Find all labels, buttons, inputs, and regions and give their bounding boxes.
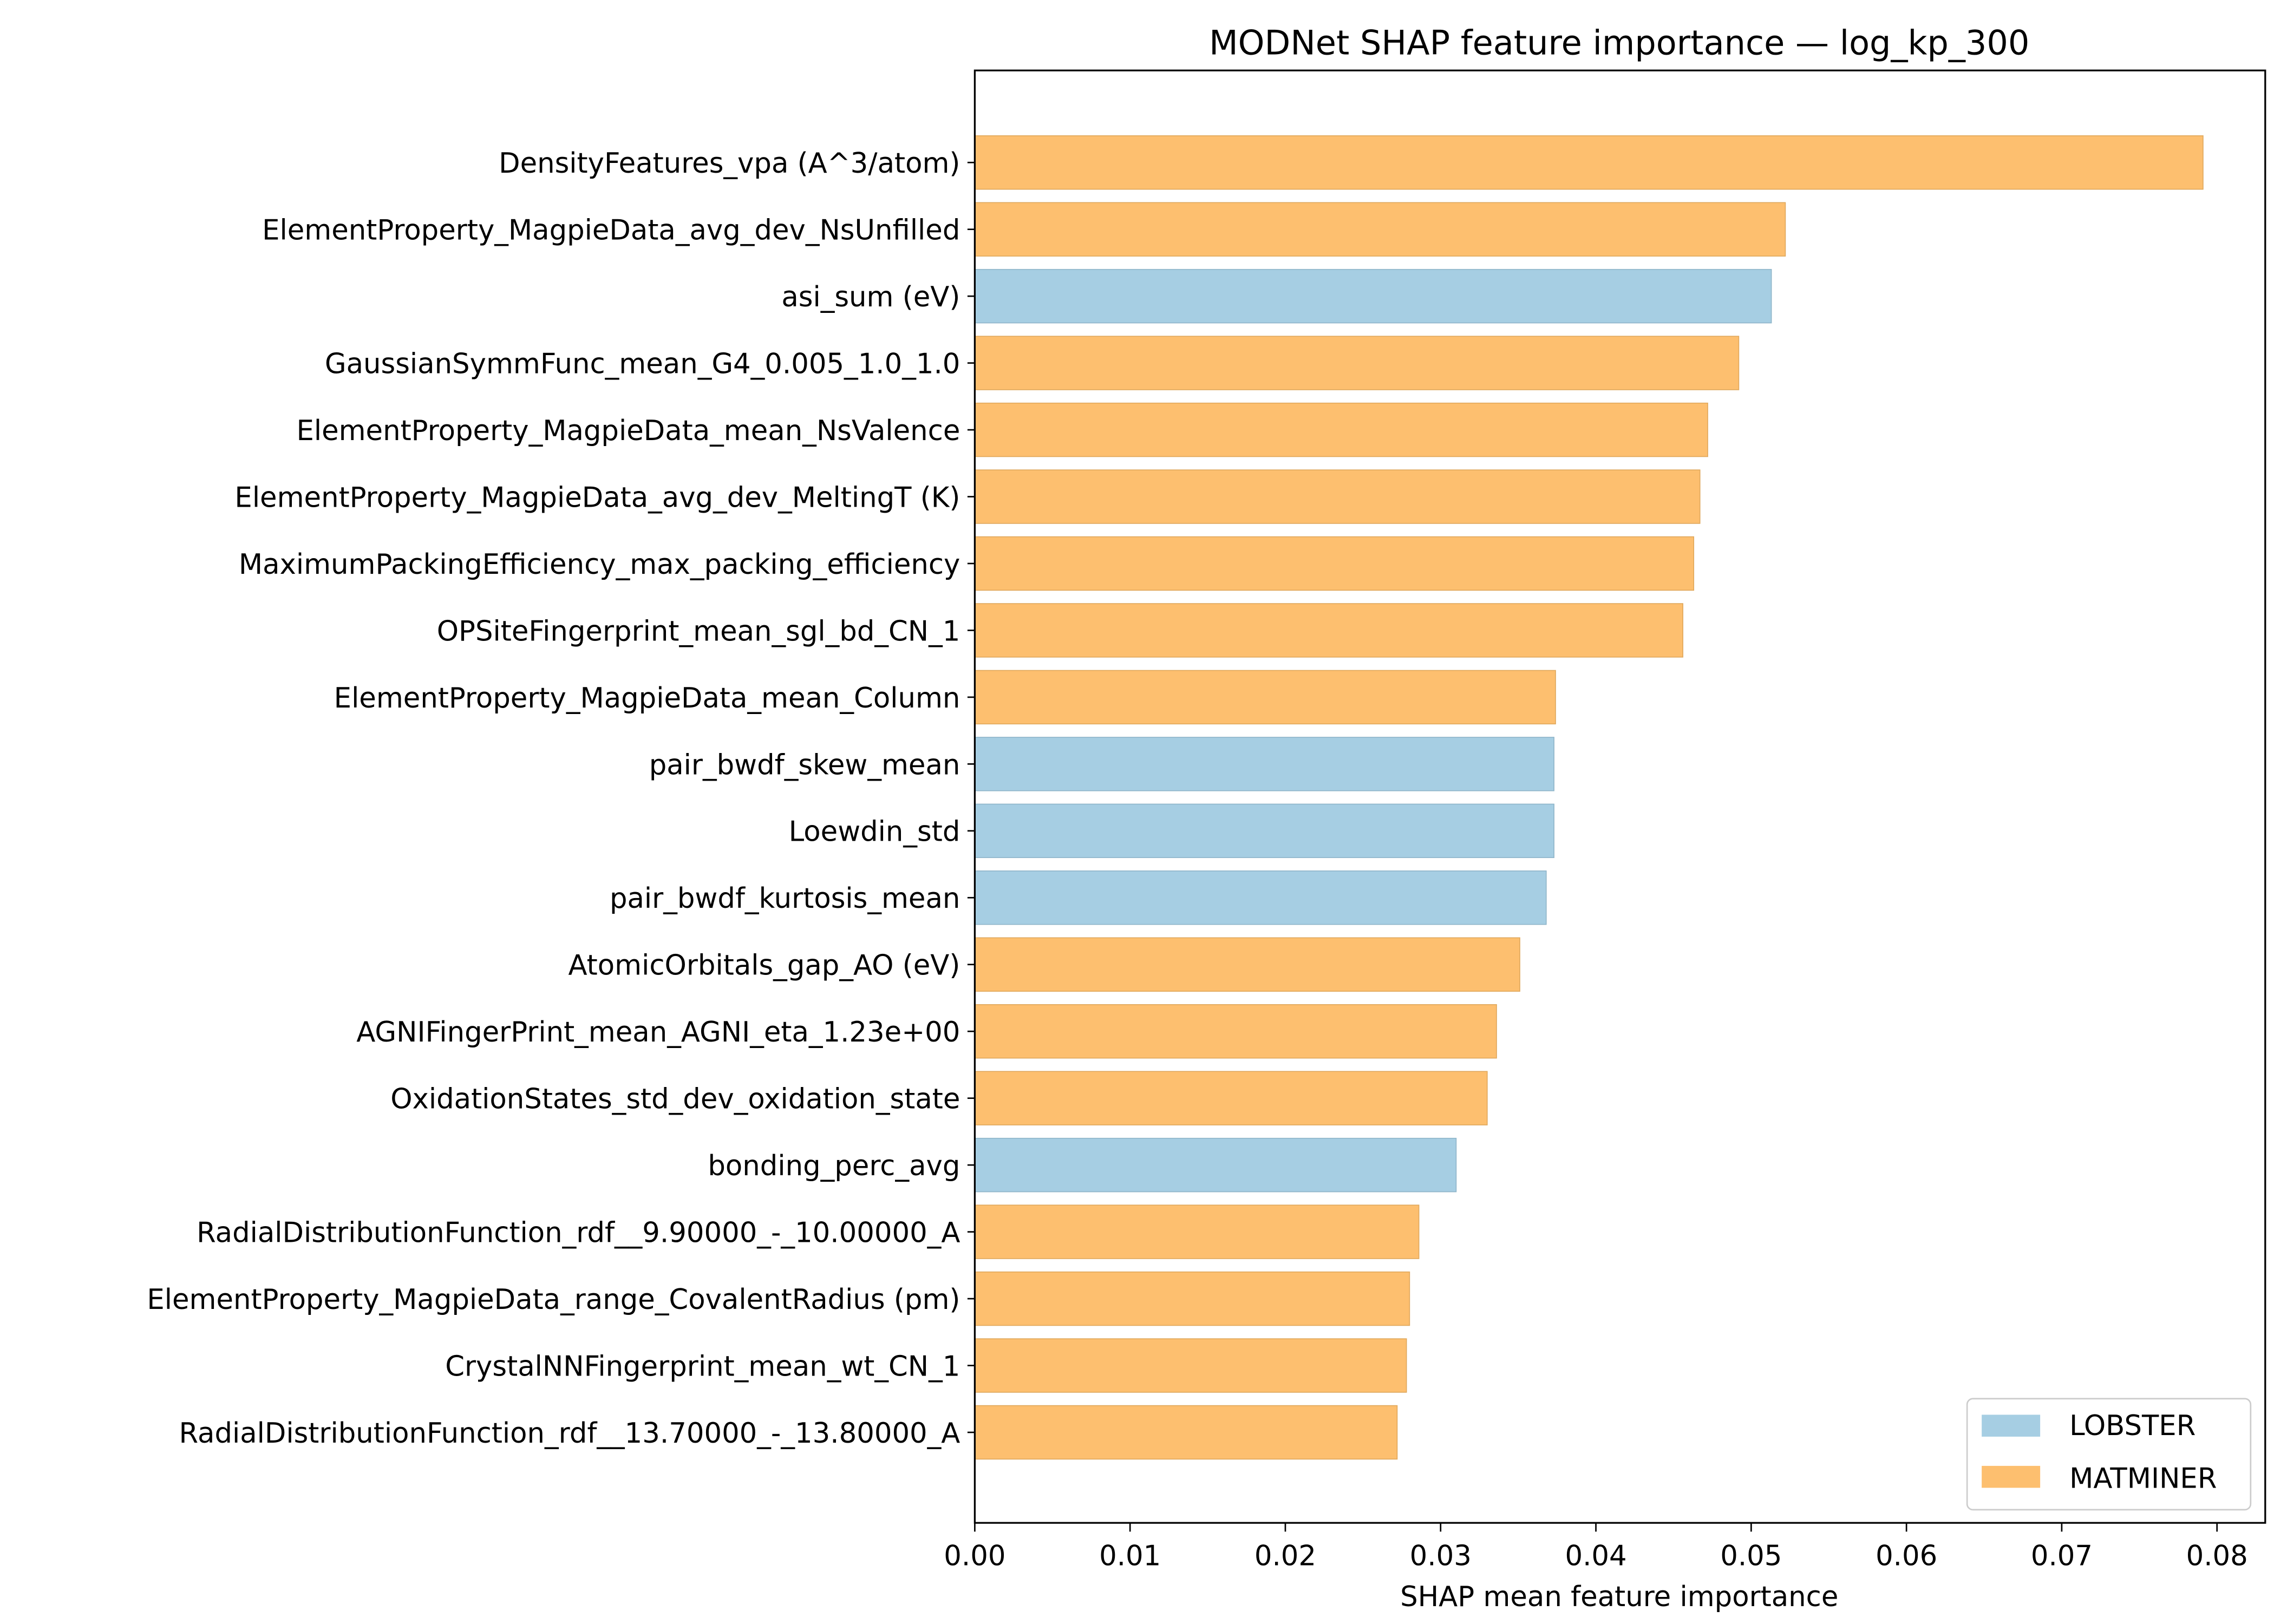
- bar: [974, 402, 1708, 457]
- y-tick-label: RadialDistributionFunction_rdf__9.90000_…: [197, 1216, 960, 1249]
- x-tick-label: 0.00: [944, 1540, 1005, 1572]
- y-tick-label: pair_bwdf_skew_mean: [649, 749, 960, 781]
- y-tick-label: OPSiteFingerprint_mean_sgl_bd_CN_1: [437, 615, 960, 647]
- bar: [974, 937, 1520, 992]
- x-tick-label: 0.07: [2031, 1540, 2093, 1572]
- y-tick-label: MaximumPackingEfficiency_max_packing_eff…: [239, 548, 960, 581]
- y-tick-label: bonding_perc_avg: [708, 1150, 960, 1182]
- bar: [974, 670, 1556, 725]
- bar: [974, 1338, 1407, 1393]
- bar: [974, 536, 1695, 591]
- y-tick-label: pair_bwdf_kurtosis_mean: [610, 882, 960, 915]
- x-axis-label: SHAP mean feature importance: [1400, 1581, 1838, 1613]
- x-tick-label: 0.04: [1565, 1540, 1626, 1572]
- bar: [974, 135, 2204, 190]
- x-tick-label: 0.02: [1254, 1540, 1316, 1572]
- y-tick-label: ElementProperty_MagpieData_avg_dev_Melti…: [234, 481, 960, 514]
- bar: [974, 1405, 1398, 1460]
- y-tick-label: GaussianSymmFunc_mean_G4_0.005_1.0_1.0: [325, 348, 960, 380]
- bar: [974, 870, 1547, 925]
- chart-title: MODNet SHAP feature importance — log_kp_…: [1209, 23, 2029, 62]
- bar: [974, 1137, 1457, 1193]
- bar: [974, 336, 1740, 390]
- bar: [974, 1204, 1420, 1259]
- y-tick-label: AtomicOrbitals_gap_AO (eV): [568, 949, 960, 982]
- y-tick-label: OxidationStates_std_dev_oxidation_state: [390, 1083, 960, 1116]
- y-tick-label: DensityFeatures_vpa (A^3/atom): [499, 147, 960, 180]
- y-tick-label: CrystalNNFingerprint_mean_wt_CN_1: [445, 1350, 960, 1383]
- x-tick-label: 0.03: [1410, 1540, 1472, 1572]
- bar: [974, 202, 1786, 257]
- x-tick-label: 0.08: [2186, 1540, 2248, 1572]
- bar: [974, 1071, 1488, 1125]
- x-tick-label: 0.05: [1720, 1540, 1782, 1572]
- bar: [974, 737, 1554, 791]
- y-tick-label: ElementProperty_MagpieData_mean_NsValenc…: [296, 415, 960, 447]
- y-tick-label: AGNIFingerPrint_mean_AGNI_eta_1.23e+00: [356, 1016, 960, 1049]
- bar: [974, 469, 1701, 524]
- legend-label-matminer: MATMINER: [2069, 1462, 2217, 1495]
- y-tick-label: asi_sum (eV): [781, 281, 960, 313]
- bar: [974, 803, 1554, 859]
- legend-swatch-matminer: [1982, 1465, 2041, 1488]
- y-tick-label: ElementProperty_MagpieData_avg_dev_NsUnf…: [262, 214, 960, 247]
- legend-label-lobster: LOBSTER: [2069, 1410, 2195, 1442]
- y-tick-label: Loewdin_std: [789, 816, 960, 848]
- y-tick-label: ElementProperty_MagpieData_range_Covalen…: [147, 1284, 960, 1316]
- bar: [974, 1271, 1410, 1326]
- legend-swatch-lobster: [1982, 1415, 2041, 1437]
- y-tick-label: ElementProperty_MagpieData_mean_Column: [334, 682, 960, 715]
- bar: [974, 1004, 1497, 1059]
- x-tick-label: 0.01: [1099, 1540, 1161, 1572]
- legend: LOBSTER MATMINER: [1966, 1398, 2252, 1511]
- bar: [974, 603, 1683, 658]
- x-tick-label: 0.06: [1876, 1540, 1937, 1572]
- plot-frame: [973, 69, 2266, 1524]
- bar: [974, 269, 1772, 324]
- y-tick-label: RadialDistributionFunction_rdf__13.70000…: [179, 1417, 960, 1450]
